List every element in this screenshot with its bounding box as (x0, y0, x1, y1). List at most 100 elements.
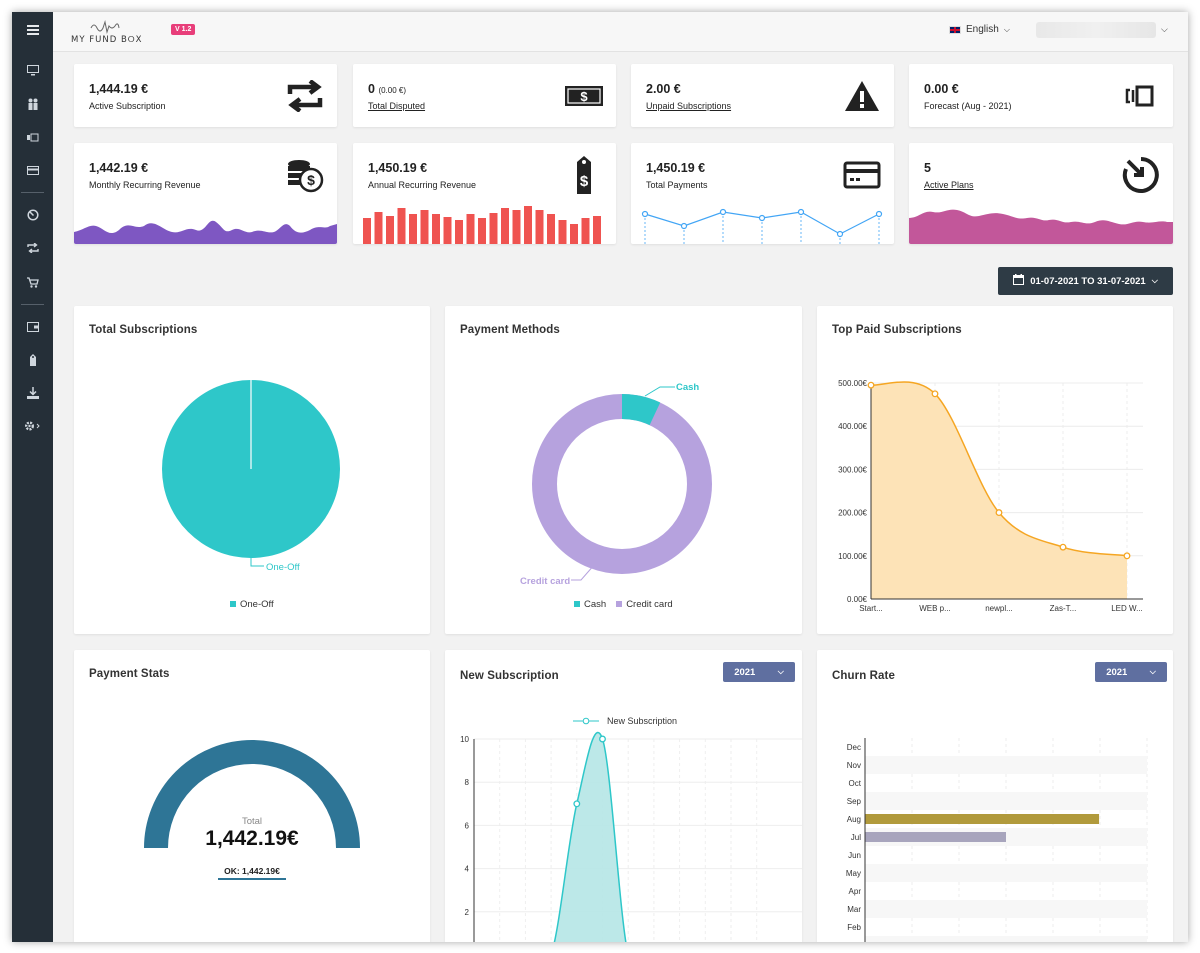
user-menu[interactable] (1036, 22, 1156, 38)
arr-bar (512, 210, 521, 244)
gauge-label: Total (242, 816, 262, 827)
data-point (573, 800, 581, 808)
y-tick-label: 10 (460, 735, 469, 744)
wallet-icon[interactable] (12, 316, 53, 338)
y-tick-label: 2 (465, 908, 470, 917)
arr-bar (420, 210, 429, 244)
panel-payment-stats: Payment Stats Total 1,442.19€ OK: 1,442.… (74, 650, 430, 942)
repeat-icon (285, 78, 325, 114)
year-select-churn-rate[interactable]: 2021 ⌵ (1095, 662, 1167, 682)
x-tick-label: LED W... (1111, 604, 1143, 613)
x-tick-label: newpl... (985, 604, 1013, 613)
plans-clock-icon (1121, 157, 1161, 193)
stat-link-unpaid[interactable]: Unpaid Subscriptions (646, 101, 732, 111)
chevron-down-icon: ⌵ (1149, 667, 1156, 676)
y-tick-label: Oct (849, 779, 862, 788)
language-selector[interactable]: English ⌵ (949, 24, 1010, 35)
settings-icon[interactable] (12, 415, 53, 437)
date-range-button[interactable]: 01-07-2021 TO 31-07-2021 ⌵ (998, 267, 1173, 295)
y-tick-label: Nov (847, 761, 861, 770)
row-band (865, 756, 1147, 774)
y-tick-label: 0.00€ (847, 595, 868, 604)
y-tick-label: Dec (847, 743, 861, 752)
data-point (1059, 543, 1067, 551)
stat-card-active-subscription: 1,444.19 € Active Subscription (74, 64, 337, 127)
donut-slice-cash[interactable] (532, 394, 712, 574)
plans-icon[interactable] (12, 126, 53, 148)
price-tag-icon: $ (564, 156, 604, 194)
uk-flag-icon (949, 25, 961, 34)
chevron-down-icon: ⌵ (1151, 276, 1158, 285)
arr-bar (570, 224, 578, 244)
top-bar: MY FUND B⭘X V 1.2 English ⌵ ⌵ (53, 12, 1188, 52)
gauge-ok-bar (218, 878, 286, 880)
y-tick-label: 200.00€ (838, 509, 867, 518)
year-select-new-subscription[interactable]: 2021 ⌵ (723, 662, 795, 682)
stat-link-total-disputed[interactable]: Total Disputed (368, 101, 426, 111)
arr-bar (466, 214, 475, 244)
reset-icon[interactable] (12, 204, 53, 226)
stat-value: 0 (0.00 €) (368, 82, 407, 96)
area-chart-top-paid: 0.00€ 100.00€ 200.00€ 300.00€ 400.00€ 500.00€… (838, 379, 1143, 613)
arr-bar-sparkline (363, 206, 601, 244)
area-fill (871, 381, 1127, 599)
repeat-icon[interactable] (12, 237, 53, 259)
y-tick-label: 500.00€ (838, 379, 867, 388)
y-tick-label: Aug (847, 815, 861, 824)
svg-text:$: $ (307, 172, 315, 188)
panel-top-paid: Top Paid Subscriptions 0.00€ 100.00€ 200.0… (817, 306, 1173, 634)
chevron-down-icon: ⌵ (777, 667, 784, 676)
legend-item-credit-card[interactable]: Credit card (616, 599, 673, 610)
legend-label: New Subscription (607, 716, 677, 726)
gauge-arc (144, 740, 360, 849)
monitor-icon[interactable] (12, 59, 53, 81)
card-icon[interactable] (12, 159, 53, 181)
row-band (865, 792, 1147, 810)
menu-icon[interactable] (12, 19, 53, 41)
arr-bar (397, 208, 406, 244)
stat-card-unpaid: 2.00 € Unpaid Subscriptions (631, 64, 894, 127)
legend-item-cash[interactable]: Cash (574, 599, 606, 610)
y-tick-label: 4 (465, 865, 470, 874)
arr-bar (489, 213, 498, 244)
x-tick-label: Start... (859, 604, 883, 613)
y-tick-label: Jun (848, 851, 861, 860)
payments-line-sparkline (641, 208, 883, 244)
churn-bar-aug (865, 814, 1100, 824)
stat-label: Active Subscription (89, 101, 166, 111)
pie-chart: One-Off (162, 380, 340, 573)
warning-icon (842, 78, 882, 114)
donut-slice-credit-card[interactable] (532, 394, 712, 574)
row-band (865, 864, 1147, 882)
gauge-ok-label: OK: 1,442.19€ (224, 866, 280, 876)
panel-title: Top Paid Subscriptions (832, 324, 962, 336)
stat-value: 5 (924, 161, 931, 175)
download-icon[interactable] (12, 382, 53, 404)
logo[interactable] (71, 18, 151, 48)
y-tick-label: 100.00€ (838, 552, 867, 561)
panel-title: New Subscription (460, 670, 559, 682)
cart-icon[interactable] (12, 271, 53, 293)
arr-bar (501, 208, 509, 244)
gauge-chart: Total 1,442.19€ OK: 1,442.19€ (144, 740, 360, 880)
logo-text: MY FUND B⭘X (71, 35, 143, 45)
stat-link-active-plans[interactable]: Active Plans (924, 180, 974, 190)
data-point (931, 390, 939, 398)
forecast-icon (1121, 78, 1161, 114)
users-icon[interactable] (12, 93, 53, 115)
legend-item-one-off[interactable]: One-Off (230, 599, 274, 610)
y-tick-label: Jan (848, 941, 861, 942)
tag-icon[interactable] (12, 349, 53, 371)
stat-value: 1,450.19 € (646, 161, 706, 175)
arr-bar (409, 214, 417, 244)
bar-chart-churn: Dec Nov Oct Sep Aug Jul Jun May Apr Mar Feb Jan (846, 738, 1148, 942)
legend-marker (582, 717, 590, 725)
panel-churn-rate: Churn Rate 2021 ⌵ Dec Nov Oct Sep Aug Jul Jun Ma… (817, 650, 1173, 942)
money-icon: $ (564, 78, 604, 114)
area-fill (554, 732, 626, 942)
y-tick-label: Feb (847, 923, 861, 932)
chevron-down-icon: ⌵ (1003, 24, 1010, 34)
chevron-down-icon[interactable]: ⌵ (1161, 24, 1168, 34)
stat-value: 1,450.19 € (368, 161, 428, 175)
stat-card-total-disputed: 0 (0.00 €) Total Disputed $ (353, 64, 616, 127)
